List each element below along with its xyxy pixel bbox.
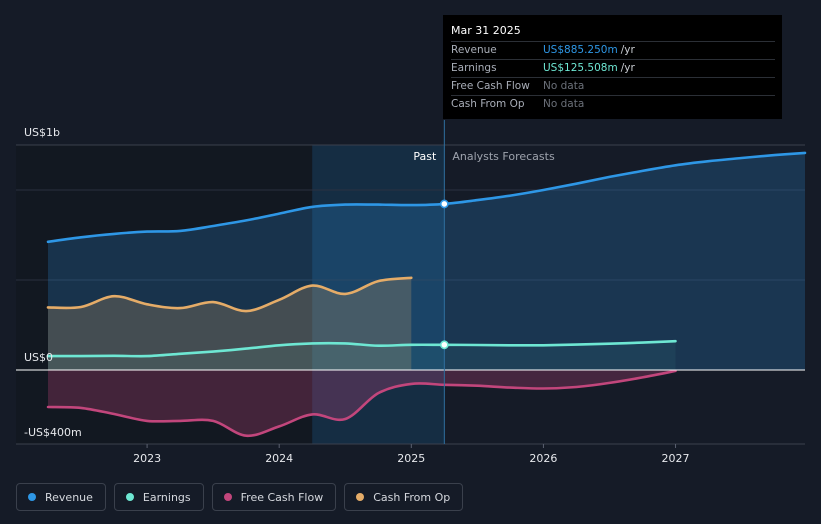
cash-from-op-area xyxy=(48,277,412,370)
tooltip-label: Free Cash Flow xyxy=(451,80,530,92)
y-tick-label: US$0 xyxy=(24,351,53,364)
tooltip-unit: /yr xyxy=(620,62,635,74)
y-tick-label: -US$400m xyxy=(24,426,82,439)
revenue-line xyxy=(46,151,807,244)
tooltip-value: US$885.250m xyxy=(543,44,618,56)
legend-dot-icon xyxy=(28,493,36,501)
x-tick-label: 2025 xyxy=(397,452,425,465)
past-band xyxy=(16,145,313,444)
tooltip: Mar 31 2025 Revenue US$885.250m /yr Earn… xyxy=(443,15,782,119)
tooltip-value: US$125.508m xyxy=(543,62,618,74)
tooltip-row-earnings: Earnings US$125.508m /yr xyxy=(451,59,775,77)
tooltip-row-revenue: Revenue US$885.250m /yr xyxy=(451,41,775,59)
legend-item-free-cash-flow[interactable]: Free Cash Flow xyxy=(211,483,337,511)
legend-dot-icon xyxy=(125,493,134,501)
x-tick-label: 2024 xyxy=(265,452,293,465)
y-tick-label: US$1b xyxy=(24,126,60,139)
tooltip-row-cash-from-op: Cash From Op No data xyxy=(451,95,775,113)
revenue-marker xyxy=(439,199,449,209)
tooltip-label: Revenue xyxy=(451,44,497,56)
forecast-label: Analysts Forecasts xyxy=(452,150,555,163)
tooltip-date: Mar 31 2025 xyxy=(451,24,521,37)
free-cash-flow-line xyxy=(46,369,677,438)
legend-label: Free Cash Flow xyxy=(240,490,324,504)
tooltip-row-free-cash-flow: Free Cash Flow No data xyxy=(451,77,775,95)
x-tick-label: 2023 xyxy=(133,452,161,465)
legend-item-earnings[interactable]: Earnings xyxy=(113,483,204,511)
legend: Revenue Earnings Free Cash Flow Cash Fro… xyxy=(16,483,471,511)
legend-dot-icon xyxy=(356,493,365,501)
past-label: Past xyxy=(413,150,437,163)
cash-from-op-line xyxy=(46,276,413,313)
tooltip-value: No data xyxy=(543,98,585,110)
legend-item-revenue[interactable]: Revenue xyxy=(16,483,106,511)
revenue-area xyxy=(48,152,805,370)
tooltip-label: Cash From Op xyxy=(451,98,525,110)
earnings-line xyxy=(46,339,677,358)
tooltip-unit: /yr xyxy=(620,44,635,56)
x-tick-label: 2026 xyxy=(529,452,557,465)
legend-item-cash-from-op[interactable]: Cash From Op xyxy=(344,483,464,511)
earnings-area xyxy=(48,341,676,370)
earnings-marker xyxy=(439,340,449,350)
legend-label: Earnings xyxy=(142,490,191,504)
legend-dot-icon xyxy=(223,493,232,501)
legend-label: Cash From Op xyxy=(373,490,451,504)
x-tick-label: 2027 xyxy=(662,452,690,465)
tooltip-label: Earnings xyxy=(451,62,497,74)
legend-label: Revenue xyxy=(45,490,93,504)
tooltip-value: No data xyxy=(543,80,585,92)
